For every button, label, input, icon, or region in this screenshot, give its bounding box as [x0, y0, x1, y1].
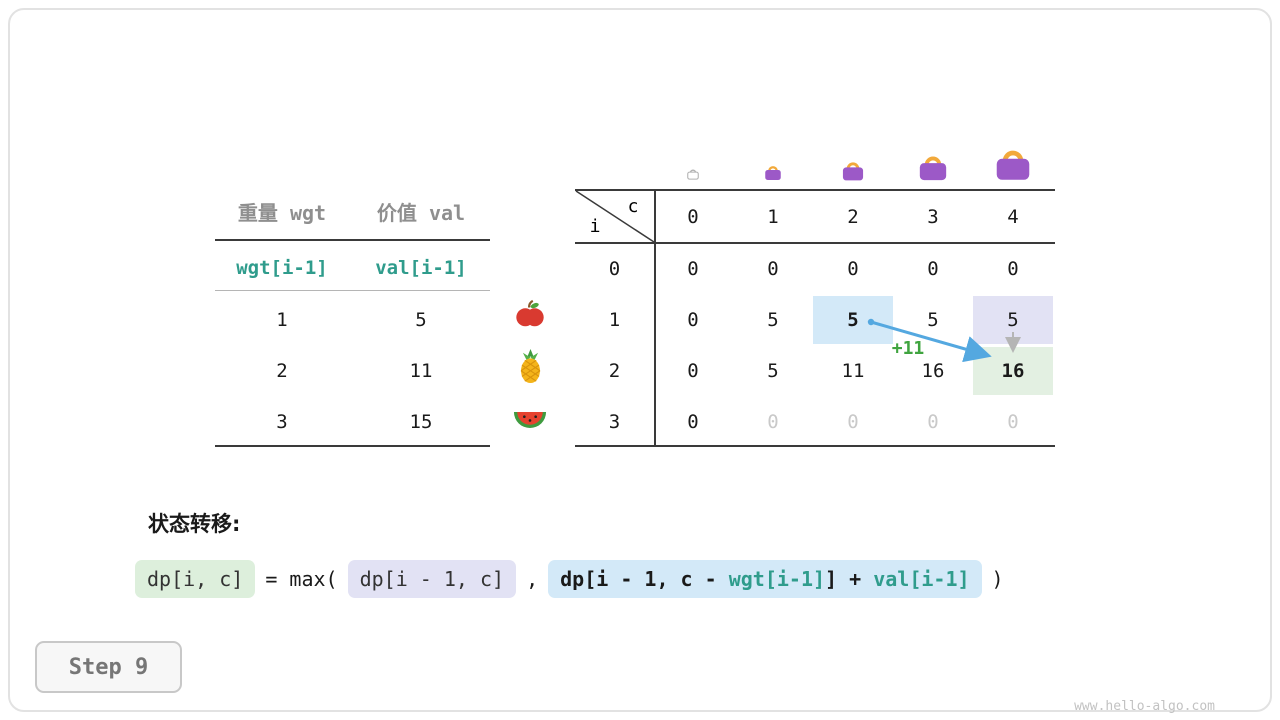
dp-cell: 0 [687, 360, 699, 382]
value-cell: 15 [409, 411, 433, 433]
dp-table-bottom-border [575, 445, 1055, 447]
dp-cell-pending: 0 [847, 411, 859, 433]
pineapple-icon [520, 348, 541, 384]
value-cell: 5 [415, 309, 427, 331]
state-transition-formula: dp[i, c] = max( dp[i - 1, c] , dp[i - 1,… [135, 560, 1004, 598]
weight-cell: 1 [276, 309, 288, 331]
items-table-bottom-divider [215, 445, 490, 447]
dp-cell: 5 [767, 360, 779, 382]
formula-term-take-infix: ] + [825, 567, 874, 591]
dp-table-header-divider [575, 242, 1055, 244]
formula-term-take-val: val[i-1] [873, 567, 970, 591]
bag-xlarge-icon [996, 150, 1030, 180]
value-generic-cell: val[i-1] [375, 257, 467, 279]
dp-row-header: 0 [608, 258, 621, 280]
dp-cell-target-highlight: 16 [973, 347, 1053, 395]
dp-cell: 11 [841, 360, 865, 382]
dp-col-header: 2 [847, 206, 859, 228]
value-column-header: 价值 val [376, 201, 466, 225]
dp-table-top-border [575, 189, 1055, 191]
dp-col-header: 0 [687, 206, 699, 228]
items-table-divider [215, 290, 490, 291]
dp-cell-pending: 0 [927, 411, 939, 433]
dp-cell: 0 [687, 309, 699, 331]
formula-closing-paren: ) [991, 567, 1004, 591]
formula-term-skip: dp[i - 1, c] [347, 560, 517, 598]
formula-term-take: dp[i - 1, c - wgt[i-1]] + val[i-1] [548, 560, 982, 598]
bag-large-icon [919, 156, 947, 181]
dp-cell: 0 [687, 411, 699, 433]
step-badge: Step 9 [35, 641, 182, 693]
watermark: www.hello-algo.com [1074, 699, 1215, 714]
dp-row-header: 3 [608, 411, 621, 433]
formula-term-take-prefix: dp[i - 1, c - [560, 567, 729, 591]
watermelon-icon [513, 411, 547, 429]
dp-cell: 0 [687, 258, 699, 280]
dp-row-header: 1 [608, 309, 621, 331]
dp-col-header: 1 [767, 206, 779, 228]
dp-cell-source-highlight: 5 [813, 296, 893, 344]
bag-medium-icon [842, 162, 864, 181]
transition-value-annotation: +11 [891, 338, 925, 359]
value-cell: 11 [409, 360, 433, 382]
state-transition-label: 状态转移: [148, 512, 241, 536]
weight-cell: 3 [276, 411, 288, 433]
dp-cell-pending: 0 [767, 411, 779, 433]
dp-cell: 16 [921, 360, 945, 382]
formula-operator: = max( [265, 567, 338, 591]
dp-cell: 0 [767, 258, 779, 280]
items-table-header-divider [215, 239, 490, 241]
dp-cell: 5 [927, 309, 939, 331]
dp-cell: 5 [767, 309, 779, 331]
weight-generic-cell: wgt[i-1] [236, 257, 328, 279]
dp-col-header: 4 [1007, 206, 1019, 228]
dp-row-header: 2 [608, 360, 621, 382]
formula-term-take-wgt: wgt[i-1] [728, 567, 826, 591]
dp-table-row-header-divider [654, 189, 656, 447]
apple-icon [516, 299, 544, 327]
weight-cell: 2 [276, 360, 288, 382]
dp-cell: 0 [927, 258, 939, 280]
weight-column-header: 重量 wgt [237, 201, 327, 225]
bag-small-icon [765, 166, 781, 180]
dp-cell: 0 [1007, 258, 1019, 280]
dp-cell: 0 [847, 258, 859, 280]
corner-row-label: i [589, 216, 601, 237]
formula-term-current: dp[i, c] [135, 560, 256, 598]
dp-col-header: 3 [927, 206, 939, 228]
dp-cell-pending: 0 [1007, 411, 1019, 433]
bag-tiny-icon [687, 169, 699, 180]
formula-separator: , [526, 567, 539, 591]
dp-cell-skip-highlight: 5 [973, 296, 1053, 344]
corner-col-label: c [627, 196, 639, 217]
